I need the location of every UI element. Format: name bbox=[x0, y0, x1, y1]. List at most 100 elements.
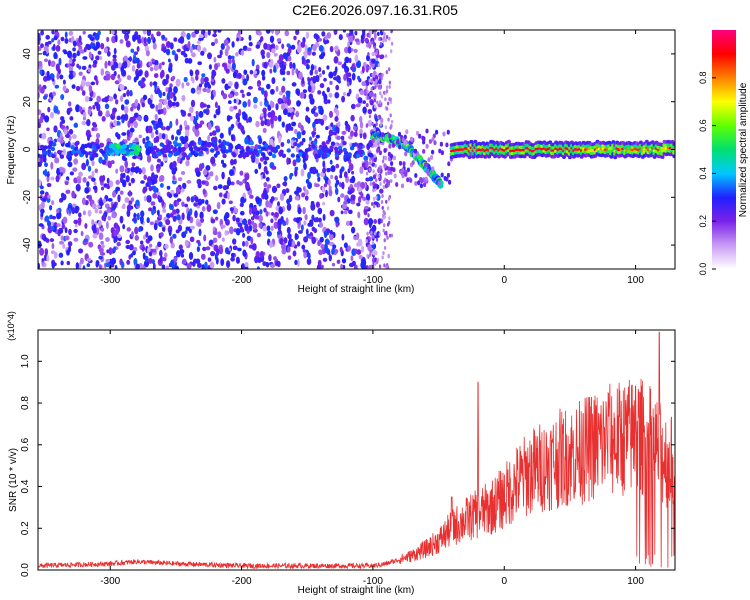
spectrogram-cell bbox=[467, 155, 472, 160]
spectrogram-cell bbox=[258, 222, 263, 229]
spectrogram-cell bbox=[335, 84, 340, 91]
spectrogram-cell bbox=[384, 125, 388, 130]
spectrogram-cell bbox=[204, 261, 208, 269]
spectrogram-cell bbox=[169, 236, 173, 244]
spectrogram-cell bbox=[378, 264, 382, 269]
spectrogram-cell bbox=[373, 98, 377, 103]
spectrogram-cell bbox=[388, 84, 391, 89]
spectrogram-cell bbox=[62, 216, 68, 224]
spectrogram-cell bbox=[105, 221, 109, 230]
spectrogram-cell bbox=[128, 182, 132, 187]
spectrogram-cell bbox=[54, 84, 60, 89]
colorbar: 0.00.20.40.60.8 Normalized spectral ampl… bbox=[698, 30, 749, 275]
spectrogram-cell bbox=[271, 48, 276, 54]
spectrogram-cell bbox=[291, 82, 297, 87]
spectrogram-cell bbox=[260, 113, 264, 117]
spectrogram-cell bbox=[248, 150, 253, 155]
spectrogram-cell bbox=[120, 148, 126, 153]
spectrogram-cell bbox=[341, 258, 347, 264]
spectrogram-cell bbox=[154, 59, 159, 67]
spectrogram-cell bbox=[386, 235, 389, 240]
spectrogram-cell bbox=[414, 173, 418, 178]
spectrogram-cell bbox=[119, 84, 125, 91]
spectrogram-cell bbox=[306, 59, 310, 64]
spectrogram-cell bbox=[156, 209, 160, 216]
spectrogram-cell bbox=[398, 160, 403, 166]
spectrogram-cell bbox=[169, 213, 174, 218]
spectrogram-cell bbox=[409, 136, 414, 142]
spectrogram-cell bbox=[171, 167, 177, 175]
spectrogram-cell bbox=[240, 50, 245, 56]
spectrogram-cell bbox=[386, 206, 390, 211]
spectrogram-cell bbox=[142, 252, 146, 260]
spectrogram-cell bbox=[167, 153, 173, 158]
spectrogram-cell bbox=[95, 132, 101, 139]
spectrogram-cell bbox=[73, 228, 78, 234]
spectrogram-cell bbox=[279, 237, 284, 245]
spectrogram-cell bbox=[68, 207, 72, 214]
spectrogram-cell bbox=[38, 60, 43, 67]
colorbar-label: Normalized spectral amplitude bbox=[738, 82, 749, 217]
spectrogram-cell bbox=[301, 59, 305, 65]
spectrogram-cell bbox=[116, 241, 121, 247]
spectrogram-cell bbox=[239, 150, 244, 155]
spectrogram-cell bbox=[368, 217, 374, 226]
spectrogram-cell bbox=[97, 110, 103, 117]
spectrogram-cell bbox=[188, 106, 194, 114]
spectrogram-cell bbox=[383, 163, 387, 169]
spectrogram-cell bbox=[294, 190, 300, 195]
spectrogram-cell bbox=[56, 208, 60, 214]
spectrogram-cell bbox=[122, 60, 128, 69]
spectrogram-cell bbox=[232, 71, 237, 79]
spectrogram-cell bbox=[55, 63, 60, 72]
spectrogram-cell bbox=[219, 49, 223, 56]
spectrogram-cell bbox=[333, 107, 338, 114]
spectrogram-cell bbox=[318, 66, 322, 73]
spectrogram-cell bbox=[120, 261, 125, 269]
spectrogram-cell bbox=[199, 120, 205, 125]
spectrogram-cell bbox=[112, 57, 117, 63]
spectrogram-cell bbox=[183, 45, 187, 52]
spectrogram-cell bbox=[307, 222, 312, 227]
spectrogram-cell bbox=[212, 70, 217, 77]
spectrogram-cell bbox=[98, 210, 103, 214]
spectrogram-cell bbox=[385, 70, 389, 75]
spectrogram-cell bbox=[383, 238, 386, 243]
spectrogram-cell bbox=[193, 146, 199, 151]
spectrogram-cell bbox=[44, 215, 50, 222]
spectrogram-cell bbox=[72, 40, 77, 47]
spectrogram-cell bbox=[258, 162, 262, 170]
spectrogram-cell bbox=[92, 185, 98, 190]
spectrogram-cell bbox=[56, 167, 60, 176]
spectrogram-cell bbox=[361, 81, 367, 87]
spectrogram-cell bbox=[280, 103, 286, 111]
spectrogram-cell bbox=[47, 194, 51, 199]
spectrogram-cell bbox=[65, 189, 71, 194]
spectrogram-cell bbox=[131, 145, 136, 150]
spectrogram-cell bbox=[67, 101, 72, 107]
spectrogram-cell bbox=[335, 223, 339, 228]
spectrogram-cell bbox=[51, 38, 55, 43]
y-tick-label: -40 bbox=[22, 237, 33, 252]
spectrogram-cells bbox=[38, 30, 675, 269]
spectrogram-cell bbox=[224, 149, 229, 154]
spectrogram-cell bbox=[126, 75, 132, 81]
spectrogram-cell bbox=[77, 212, 82, 218]
spectrogram-cell bbox=[141, 246, 146, 251]
spectrogram-cell bbox=[101, 214, 106, 221]
spectrogram-cell bbox=[318, 217, 322, 223]
spectrogram-cell bbox=[158, 102, 163, 109]
spectrogram-cell bbox=[379, 41, 383, 46]
spectrogram-cell bbox=[175, 151, 181, 156]
spectrogram-cell bbox=[221, 78, 226, 84]
snr-y-ticks: 0.00.20.40.60.81.0 bbox=[20, 354, 675, 577]
spectrogram-cell bbox=[68, 59, 73, 64]
spectrogram-cell bbox=[212, 33, 218, 38]
spectrogram-cell bbox=[346, 81, 350, 87]
spectrogram-cell bbox=[168, 229, 172, 237]
spectrogram-cell bbox=[86, 118, 91, 127]
spectrogram-cell bbox=[91, 177, 96, 182]
spectrogram-cell bbox=[307, 47, 312, 52]
spectrogram-cell bbox=[374, 93, 377, 98]
spectrogram-cell bbox=[140, 216, 144, 225]
